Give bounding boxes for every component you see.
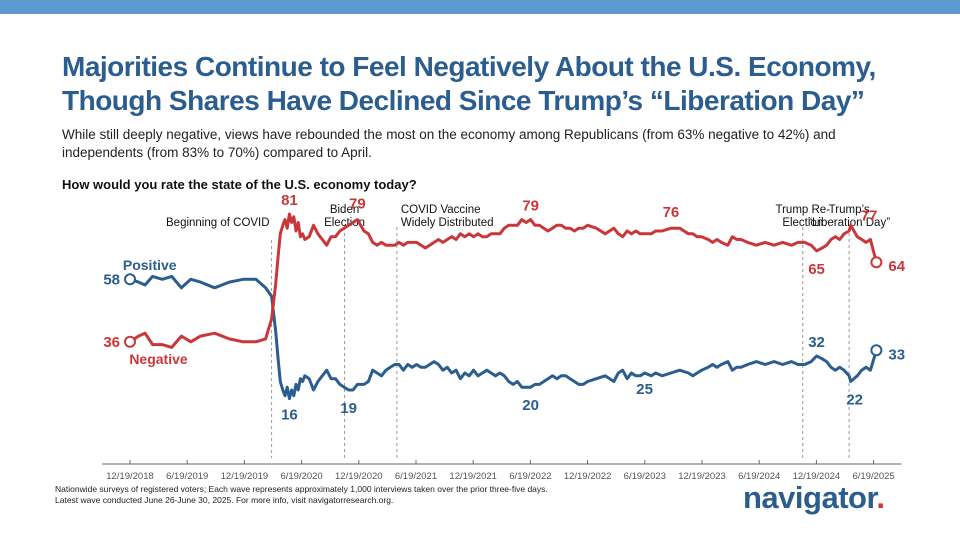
event-label-covid-vaccine: COVID Vaccine: [401, 204, 481, 216]
event-label-beginning-of-covid: Beginning of COVID: [166, 217, 270, 229]
data-label-positive-25: 25: [636, 381, 653, 398]
end-marker-positive: [870, 344, 883, 357]
data-label-positive-32: 32: [808, 334, 825, 351]
series-label-negative: Negative: [129, 351, 188, 367]
data-label-positive-19: 19: [340, 400, 357, 417]
x-tick-label-6-19-2019: 6/19/2019: [166, 471, 208, 482]
event-label-biden: Biden: [330, 204, 359, 216]
footnote: Nationwide surveys of registered voters;…: [55, 484, 615, 505]
x-tick-label-12-19-2021: 12/19/2021: [449, 471, 497, 482]
x-tick-label-6-19-2022: 6/19/2022: [509, 471, 551, 482]
data-label-negative-79: 79: [349, 196, 366, 213]
event-label-trump-re: Trump Re-: [776, 204, 831, 216]
title-line-1: Majorities Continue to Feel Negatively A…: [62, 51, 876, 82]
data-label-positive-20: 20: [522, 397, 539, 414]
page-title: Majorities Continue to Feel Negatively A…: [62, 50, 942, 118]
event-label-widely-distributed: Widely Distributed: [401, 217, 494, 229]
footnote-line-1: Nationwide surveys of registered voters;…: [55, 484, 548, 494]
survey-question: How would you rate the state of the U.S.…: [62, 177, 417, 192]
x-tick-label-6-19-2020: 6/19/2020: [280, 471, 322, 482]
data-label-positive-22: 22: [846, 392, 863, 409]
x-tick-label-6-19-2023: 6/19/2023: [624, 471, 666, 482]
event-label-liberation-day: “Liberation Day”: [808, 217, 890, 229]
start-marker-positive: [124, 273, 136, 286]
title-line-2: Though Shares Have Declined Since Trump’…: [62, 85, 865, 116]
footnote-line-2: Latest wave conducted June 26-June 30, 2…: [55, 494, 394, 505]
logo-dot: .: [876, 480, 885, 515]
x-tick-label-12-19-2018: 12/19/2018: [106, 471, 154, 482]
data-label-positive-33: 33: [888, 346, 905, 363]
x-tick-label-12-19-2022: 12/19/2022: [564, 471, 612, 482]
data-label-positive-58: 58: [103, 271, 120, 288]
x-tick-label-6-19-2025: 6/19/2025: [852, 471, 894, 482]
start-marker-negative: [124, 335, 136, 348]
x-tick-label-12-19-2024: 12/19/2024: [793, 471, 841, 482]
data-label-negative-36: 36: [103, 334, 120, 351]
event-label-election: Election: [782, 217, 823, 229]
data-label-negative-81: 81: [281, 192, 298, 209]
page-subtitle: While still deeply negative, views have …: [62, 127, 836, 160]
top-accent-bar: [0, 0, 960, 14]
data-label-positive-16: 16: [281, 407, 298, 424]
data-label-negative-65: 65: [808, 261, 825, 278]
data-label-negative-77: 77: [861, 207, 878, 224]
logo-text: navigator: [743, 480, 877, 515]
x-tick-label-12-19-2020: 12/19/2020: [335, 471, 383, 482]
x-tick-label-12-19-2019: 12/19/2019: [221, 471, 269, 482]
x-tick-label-12-19-2023: 12/19/2023: [678, 471, 726, 482]
series-line-positive: [128, 274, 878, 401]
series-line-negative: [128, 212, 878, 349]
x-tick-label-6-19-2021: 6/19/2021: [395, 471, 437, 482]
data-label-negative-76: 76: [663, 204, 680, 221]
series-label-positive: Positive: [123, 257, 177, 273]
end-marker-negative: [870, 256, 883, 269]
x-tick-label-6-19-2024: 6/19/2024: [738, 471, 780, 482]
navigator-logo: navigator.: [743, 480, 885, 516]
data-label-negative-79: 79: [522, 198, 539, 215]
event-label-trump-s: Trump’s: [829, 204, 870, 216]
data-label-negative-64: 64: [888, 258, 905, 275]
